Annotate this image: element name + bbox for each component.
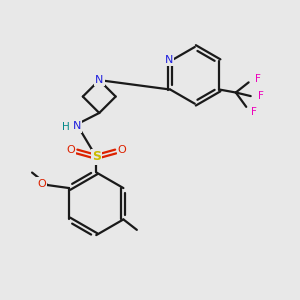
Text: O: O — [118, 145, 127, 155]
Text: H: H — [61, 122, 69, 132]
Text: N: N — [73, 122, 81, 131]
Text: F: F — [255, 74, 260, 84]
Text: F: F — [258, 91, 264, 101]
Text: F: F — [251, 107, 257, 117]
Text: N: N — [164, 55, 173, 65]
Text: N: N — [95, 75, 103, 85]
Text: O: O — [66, 145, 75, 155]
Text: S: S — [92, 150, 101, 164]
Text: O: O — [37, 178, 46, 189]
